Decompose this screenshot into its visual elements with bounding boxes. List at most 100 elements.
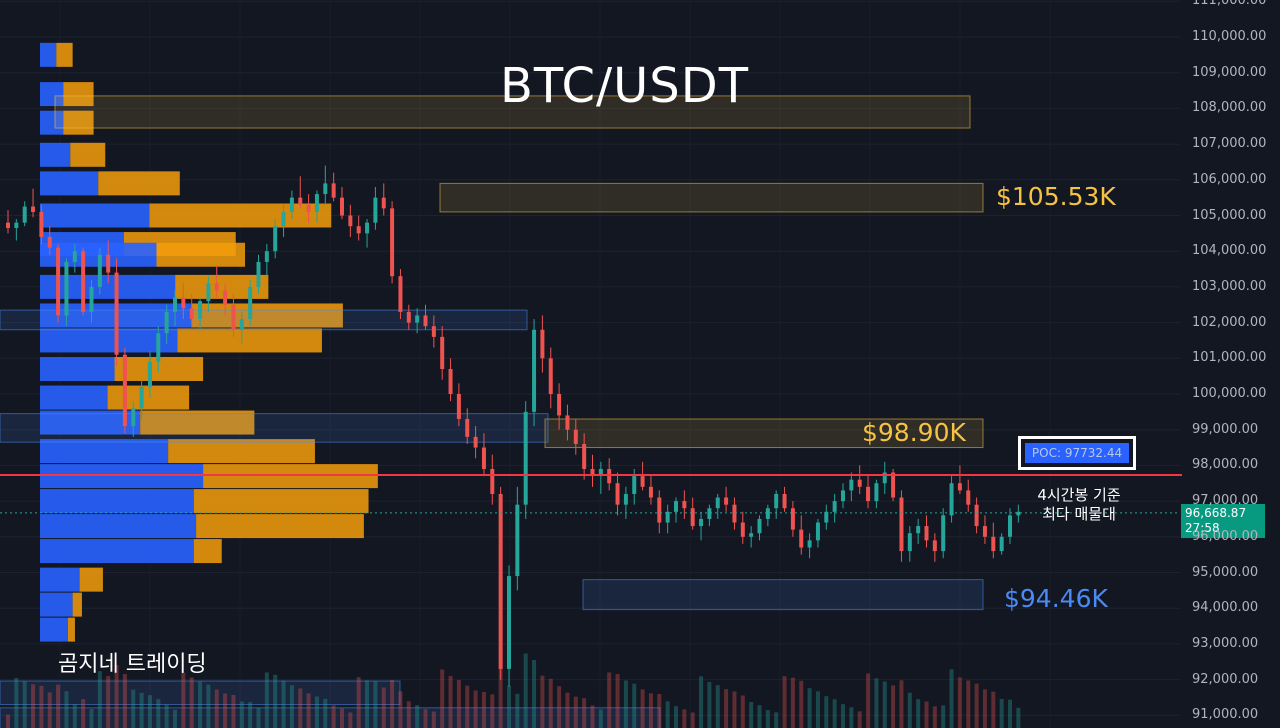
volume-profile-up-5	[40, 203, 150, 228]
volume-bar-80	[674, 706, 678, 728]
candle-56	[473, 436, 478, 448]
candle-5	[47, 236, 52, 248]
poc-label-box: POC: 97732.44	[1018, 436, 1136, 470]
volume-profile-up-21	[40, 617, 68, 642]
volume-bar-54	[456, 680, 461, 728]
candle-11	[97, 254, 102, 287]
volume-profile-up-0	[40, 42, 57, 67]
volume-bar-93	[782, 676, 787, 728]
candle-30	[256, 261, 261, 287]
candle-67	[565, 415, 570, 430]
volume-bar-69	[582, 698, 587, 728]
volume-bar-75	[632, 683, 637, 728]
candle-43	[365, 222, 370, 234]
poc-label: POC: 97732.44	[1025, 443, 1129, 463]
candle-117	[982, 526, 987, 537]
candle-45	[381, 197, 386, 209]
volume-bar-55	[465, 685, 470, 728]
zone-3	[582, 579, 984, 611]
candle-114	[957, 483, 962, 491]
candle-27	[231, 304, 236, 330]
volume-bar-63	[532, 660, 537, 728]
volume-bar-81	[682, 709, 687, 728]
zone-4	[0, 309, 528, 331]
candle-100	[841, 490, 845, 502]
candle-74	[623, 493, 628, 505]
volume-profile-down-15	[203, 464, 378, 489]
candle-91	[765, 508, 770, 519]
volume-bar-28	[239, 701, 244, 728]
volume-bar-62	[523, 653, 528, 728]
poc-note: 4시간봉 기준 최다 매물대	[1020, 486, 1138, 524]
volume-bar-90	[757, 705, 762, 728]
volume-bar-107	[899, 680, 904, 728]
volume-bar-46	[390, 679, 395, 728]
candle-110	[924, 526, 929, 541]
candle-24	[206, 283, 211, 302]
candle-40	[340, 197, 344, 216]
candle-76	[640, 476, 645, 487]
volume-bar-25	[214, 689, 219, 728]
candle-12	[106, 254, 111, 273]
volume-bar-87	[732, 691, 737, 728]
volume-bar-116	[974, 683, 979, 728]
volume-bar-113	[949, 669, 954, 728]
volume-bar-77	[648, 693, 653, 728]
y-tick-label: 96,000.00	[1192, 528, 1259, 544]
volume-bar-76	[640, 689, 645, 728]
volume-bar-91	[765, 710, 770, 728]
zone-0	[54, 95, 971, 129]
candle-32	[273, 226, 278, 252]
y-tick-label: 107,000.00	[1192, 136, 1267, 152]
volume-profile-down-7	[156, 242, 246, 267]
volume-profile-down-17	[196, 514, 364, 539]
volume-profile-up-8	[40, 274, 176, 299]
candle-54	[456, 394, 461, 419]
candle-71	[598, 468, 603, 477]
candle-18	[156, 333, 161, 362]
zone-1	[439, 182, 984, 213]
volume-bar-39	[331, 705, 336, 728]
candle-61	[515, 504, 520, 577]
volume-bar-42	[356, 677, 361, 728]
volume-bar-40	[340, 708, 344, 728]
candle-85	[715, 497, 720, 509]
y-tick-label: 110,000.00	[1192, 29, 1267, 44]
zone-2	[544, 418, 984, 449]
current-price: 96,668.87	[1185, 506, 1247, 520]
y-tick-label: 98,000.00	[1192, 457, 1259, 473]
y-tick-label: 100,000.00	[1192, 386, 1267, 401]
candle-64	[540, 329, 545, 359]
candle-65	[548, 358, 553, 394]
candle-44	[373, 197, 378, 223]
candle-103	[866, 486, 871, 502]
volume-bar-41	[348, 712, 353, 728]
volume-profile-down-5	[149, 203, 332, 228]
volume-bar-115	[966, 680, 971, 728]
candle-107	[899, 497, 904, 552]
candle-109	[916, 526, 921, 534]
volume-bar-50	[423, 709, 428, 728]
volume-bar-121	[1016, 707, 1021, 728]
candle-9	[81, 251, 86, 312]
candle-62	[523, 411, 528, 505]
volume-bar-73	[615, 674, 620, 728]
volume-bar-99	[832, 699, 837, 728]
current-price-tag[interactable]: 96,668.87 27:58	[1181, 504, 1265, 538]
y-tick-label: 102,000.00	[1192, 314, 1267, 330]
volume-bar-10	[89, 709, 94, 728]
volume-bar-119	[999, 699, 1004, 728]
volume-bar-92	[774, 712, 779, 728]
volume-bar-44	[373, 681, 378, 728]
volume-profile-down-8	[175, 274, 269, 299]
volume-bar-3	[31, 684, 36, 728]
candle-7	[64, 261, 69, 316]
y-tick-label: 94,000.00	[1192, 600, 1259, 616]
volume-bar-31	[264, 672, 269, 728]
volume-bar-19	[164, 704, 169, 728]
volume-bar-109	[916, 699, 921, 728]
candle-90	[757, 518, 762, 534]
poc-note-line2: 최다 매물대	[1042, 505, 1116, 523]
volume-bar-20	[173, 709, 177, 728]
